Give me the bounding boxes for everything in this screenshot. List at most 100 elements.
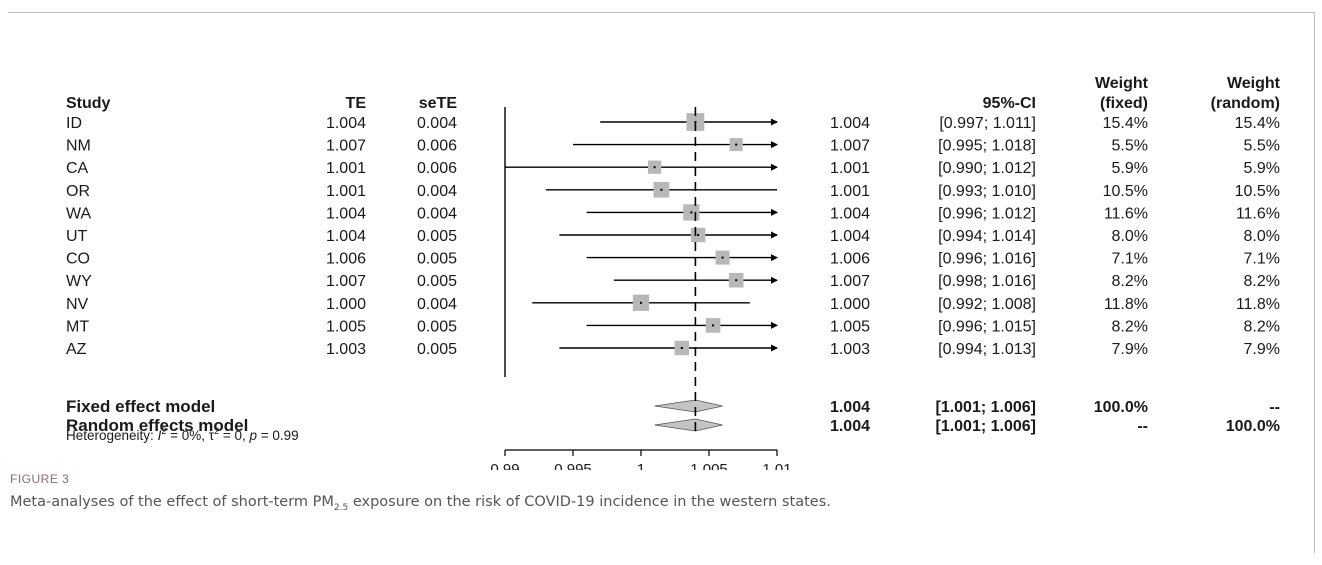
tau-value: = 0,: [219, 428, 249, 443]
study-te: 1.001: [326, 160, 366, 177]
i2-label: I: [158, 428, 162, 443]
study-te: 1.007: [326, 273, 366, 290]
plot-area: 0.99 0.995 1 1.005 1.01: [490, 107, 792, 470]
point-estimate: [690, 211, 693, 214]
header-sete: seTE: [419, 95, 458, 112]
study-sete: 0.005: [417, 228, 457, 245]
model-ci: [1.001; 1.006]: [935, 399, 1036, 416]
figure-label: FIGURE 3: [10, 472, 70, 486]
ci-arrow: [771, 163, 778, 171]
study-weight-fixed: 5.5%: [1112, 138, 1148, 155]
study-row: NM 1.007 0.006 1.007 [0.995; 1.018] 5.5% 5.5%: [66, 138, 1280, 155]
study-name: CO: [66, 251, 90, 268]
ci-arrow: [771, 276, 778, 284]
study-weight-fixed: 5.9%: [1112, 160, 1148, 177]
study-name: WA: [66, 205, 92, 222]
ci-arrow: [771, 208, 778, 216]
study-te: 1.004: [326, 228, 366, 245]
study-rows: ID 1.004 0.004 1.004 [0.997; 1.011] 15.4% 15.4…: [66, 115, 1280, 358]
study-ci: [0.994; 1.013]: [938, 341, 1036, 358]
model-rows: Fixed effect model 1.004 [1.001; 1.006] 100…: [66, 397, 1280, 435]
study-estimate: 1.004: [830, 228, 870, 245]
x-tick-label: 0.99: [490, 461, 519, 470]
study-ci: [0.996; 1.012]: [938, 205, 1036, 222]
model-estimate: 1.004: [830, 418, 870, 435]
i2-sup: 2: [161, 426, 166, 436]
caption-after: exposure on the risk of COVID-19 inciden…: [348, 494, 831, 510]
x-tick-label: 1.005: [690, 461, 728, 470]
study-name: NM: [66, 138, 91, 155]
study-estimate: 1.007: [830, 138, 870, 155]
point-estimate: [640, 301, 642, 304]
study-estimate: 1.001: [830, 183, 870, 200]
study-te: 1.005: [326, 318, 366, 335]
study-row: CO 1.006 0.005 1.006 [0.996; 1.016] 7.1% 7.1%: [66, 251, 1280, 268]
point-estimate: [735, 143, 738, 146]
study-name: UT: [66, 228, 88, 245]
tau-sup: 2: [214, 426, 219, 436]
study-te: 1.003: [326, 341, 366, 358]
study-weight-random: 5.5%: [1244, 138, 1280, 155]
study-row: OR 1.001 0.004 1.001 [0.993; 1.010] 10.5% 10.5…: [66, 183, 1280, 200]
study-estimate: 1.003: [830, 341, 870, 358]
p-label: p: [249, 428, 258, 443]
study-name: CA: [66, 160, 89, 177]
point-estimate: [680, 347, 683, 349]
study-sete: 0.004: [417, 296, 457, 313]
study-name: NV: [66, 296, 89, 313]
study-sete: 0.005: [417, 341, 457, 358]
study-ci: [0.996; 1.015]: [938, 318, 1036, 335]
model-weight-fixed: 100.0%: [1094, 399, 1148, 416]
study-weight-fixed: 7.1%: [1112, 251, 1148, 268]
study-weight-fixed: 7.9%: [1112, 341, 1148, 358]
study-te: 1.000: [326, 296, 366, 313]
ci-arrow: [771, 118, 778, 126]
study-sete: 0.005: [417, 273, 457, 290]
study-sete: 0.006: [417, 160, 457, 177]
study-weight-fixed: 10.5%: [1103, 183, 1148, 200]
study-te: 1.006: [326, 251, 366, 268]
study-weight-random: 7.1%: [1244, 251, 1280, 268]
i2-value: = 0%,: [166, 428, 208, 443]
study-weight-random: 8.0%: [1244, 228, 1280, 245]
study-sete: 0.004: [417, 115, 457, 132]
point-estimate: [712, 324, 715, 327]
study-estimate: 1.000: [830, 296, 870, 313]
study-weight-random: 8.2%: [1244, 318, 1280, 335]
study-name: ID: [66, 115, 82, 132]
study-row: WY 1.007 0.005 1.007 [0.998; 1.016] 8.2% 8.2%: [66, 273, 1280, 290]
study-te: 1.004: [326, 115, 366, 132]
study-weight-random: 5.9%: [1244, 160, 1280, 177]
model-row: Random effects model 1.004 [1.001; 1.006] -…: [66, 416, 1280, 435]
header-weight-fixed-2: (fixed): [1100, 95, 1148, 112]
tau-label: τ: [209, 428, 215, 443]
study-estimate: 1.001: [830, 160, 870, 177]
ci-arrow: [771, 321, 778, 329]
heterogeneity-prefix: Heterogeneity:: [66, 428, 158, 443]
study-name: OR: [66, 183, 90, 200]
header-ci: 95%-CI: [983, 95, 1036, 112]
study-te: 1.007: [326, 138, 366, 155]
study-weight-random: 15.4%: [1235, 115, 1280, 132]
study-weight-fixed: 15.4%: [1103, 115, 1148, 132]
study-row: CA 1.001 0.006 1.001 [0.990; 1.012] 5.9% 5.9%: [66, 160, 1280, 177]
header-study: Study: [66, 95, 111, 112]
model-diamond: [654, 418, 723, 432]
model-name: Random effects model: [66, 416, 248, 435]
study-ci: [0.998; 1.016]: [938, 273, 1036, 290]
header-weight-random-1: Weight: [1227, 75, 1281, 92]
header-weight-random-2: (random): [1211, 95, 1280, 112]
study-name: WY: [66, 273, 92, 290]
model-diamond: [654, 399, 723, 413]
study-row: MT 1.005 0.005 1.005 [0.996; 1.015] 8.2% 8.2%: [66, 318, 1280, 335]
study-estimate: 1.005: [830, 318, 870, 335]
column-headers: Study TE seTE 95%-CI Weight (fixed) Weig…: [66, 75, 1281, 112]
model-weight-fixed: --: [1137, 418, 1148, 435]
study-ci: [0.996; 1.016]: [938, 251, 1036, 268]
header-weight-fixed-1: Weight: [1095, 75, 1149, 92]
study-ci: [0.997; 1.011]: [939, 115, 1036, 132]
ci-arrow: [771, 231, 778, 239]
study-name: MT: [66, 318, 89, 335]
study-ci: [0.993; 1.010]: [938, 183, 1036, 200]
model-weight-random: --: [1269, 399, 1280, 416]
